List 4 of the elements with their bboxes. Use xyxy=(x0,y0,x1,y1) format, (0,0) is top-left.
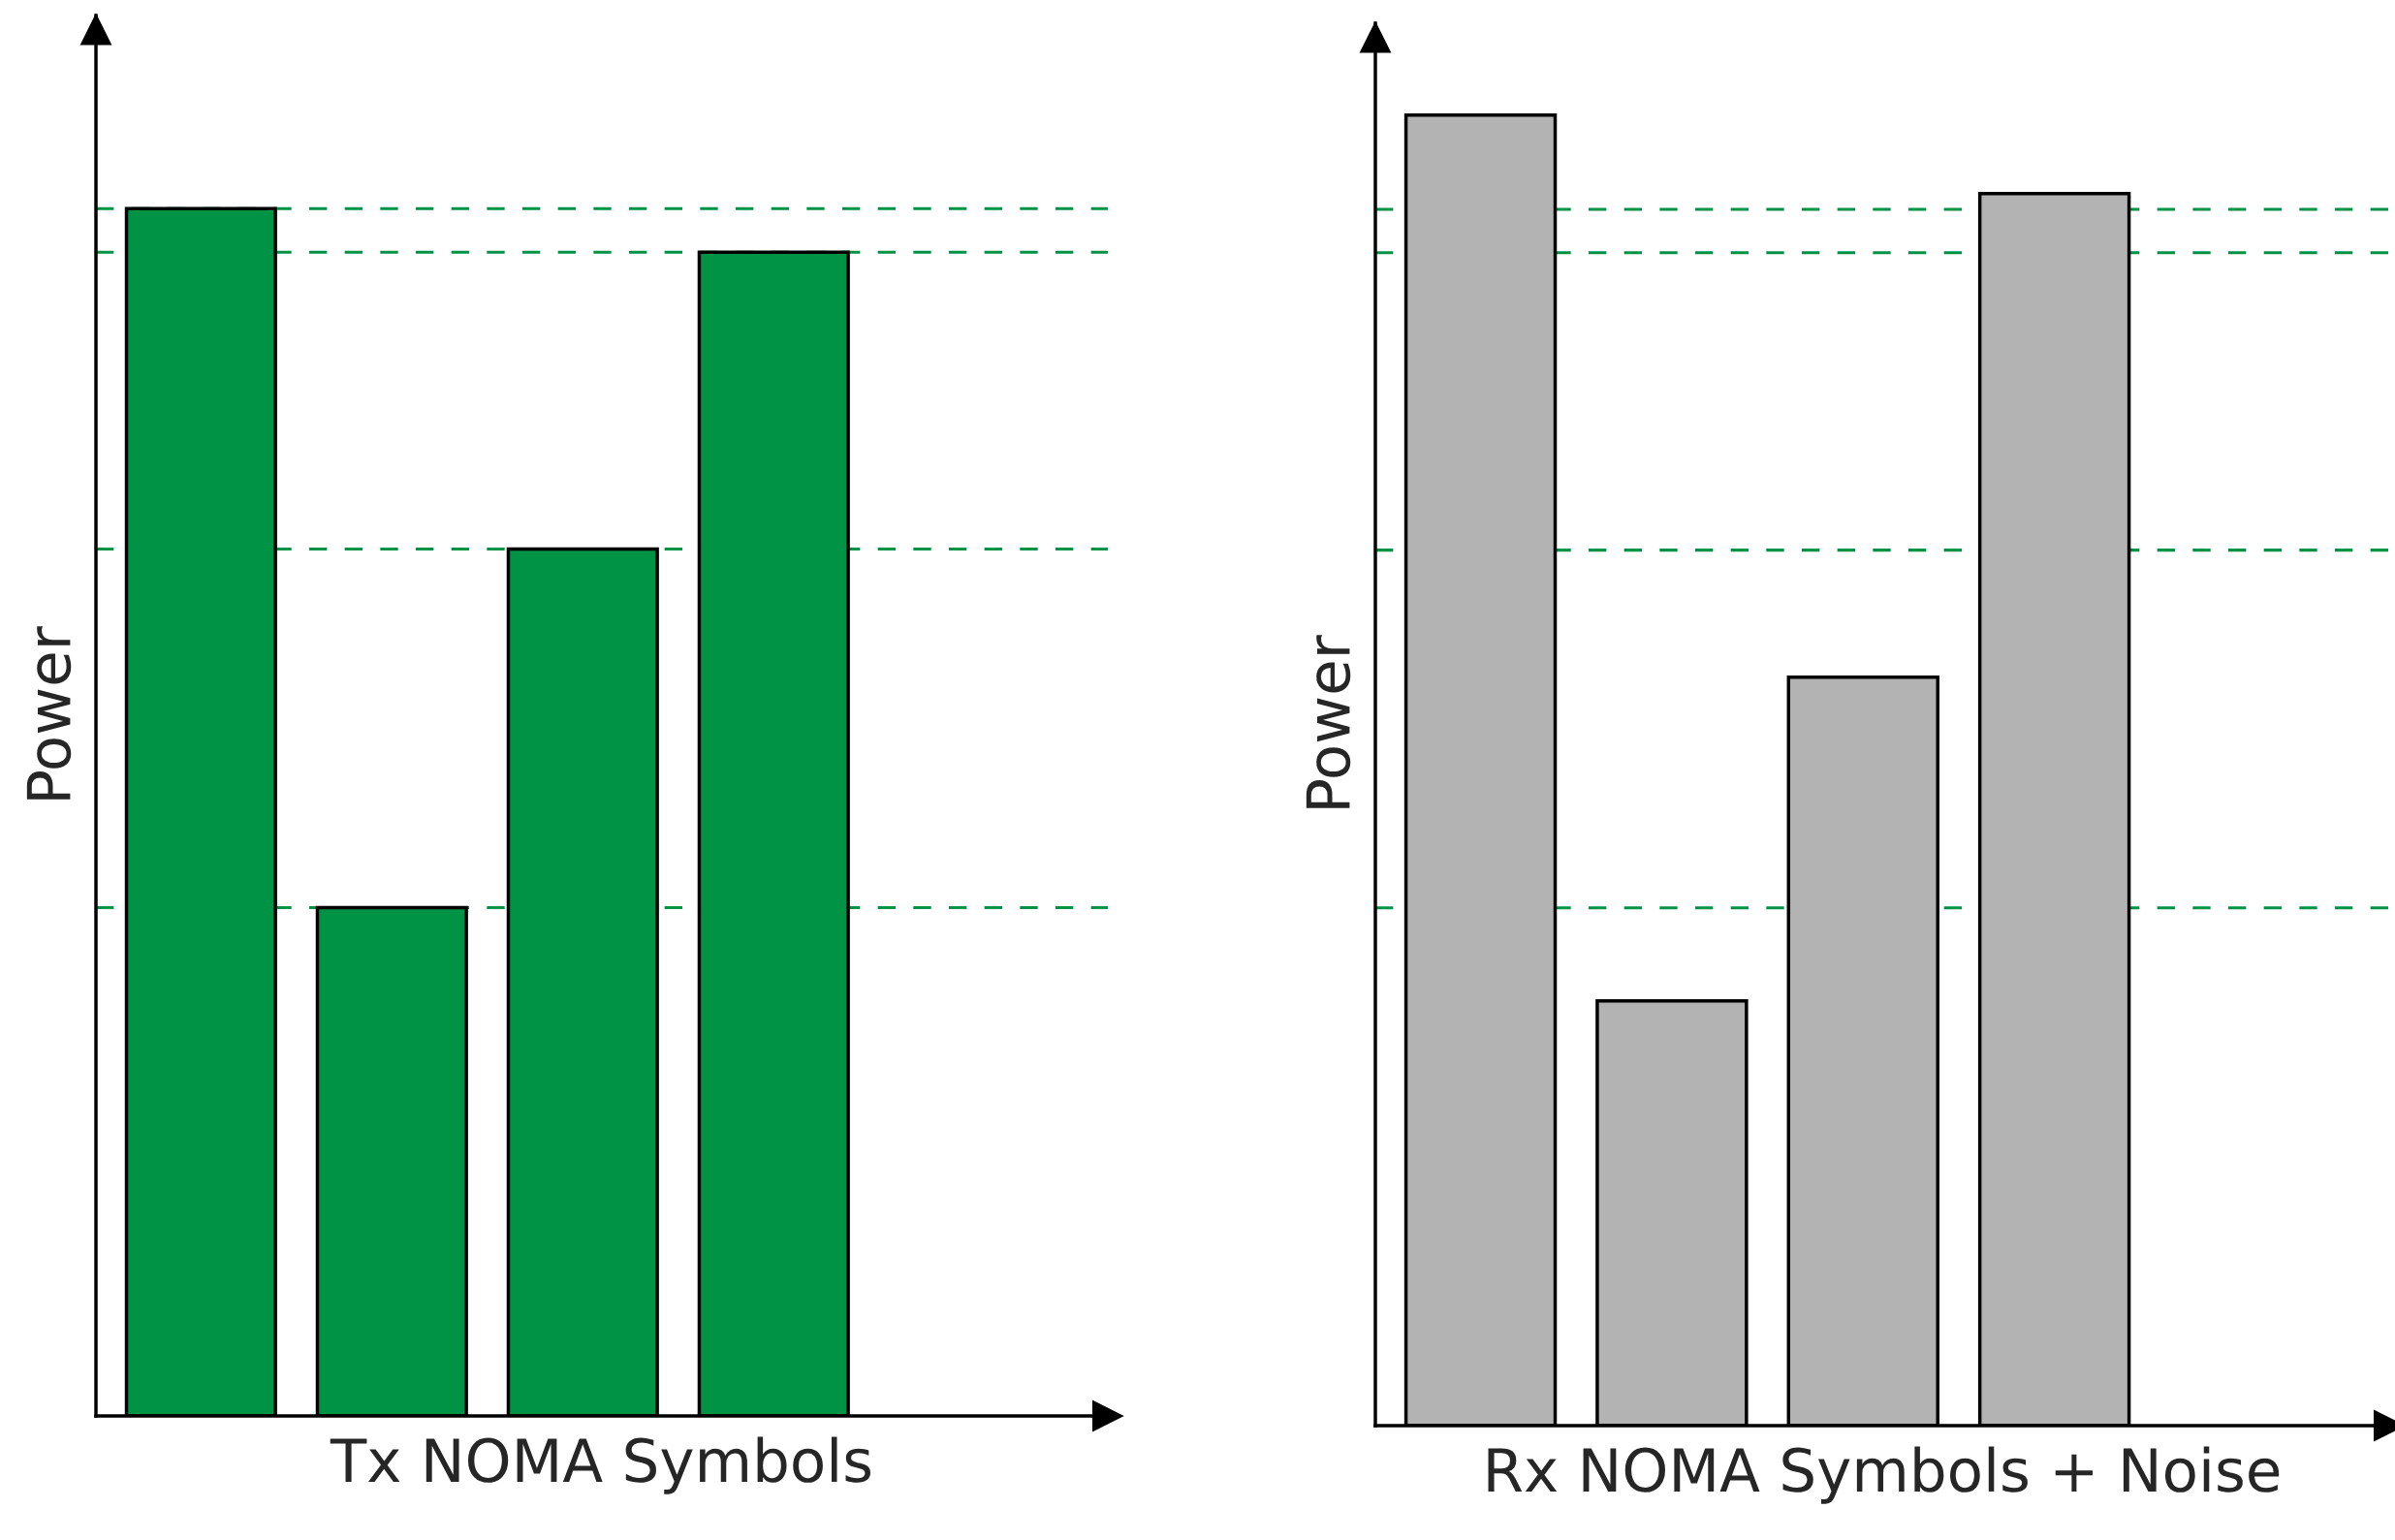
y-axis-title: Power xyxy=(1306,635,1351,808)
y-axis-title: Power xyxy=(26,626,72,800)
x-axis-title: Tx NOMA Symbols xyxy=(330,1436,871,1494)
x-axis-title: Rx NOMA Symbols + Noise xyxy=(1488,1446,2280,1504)
